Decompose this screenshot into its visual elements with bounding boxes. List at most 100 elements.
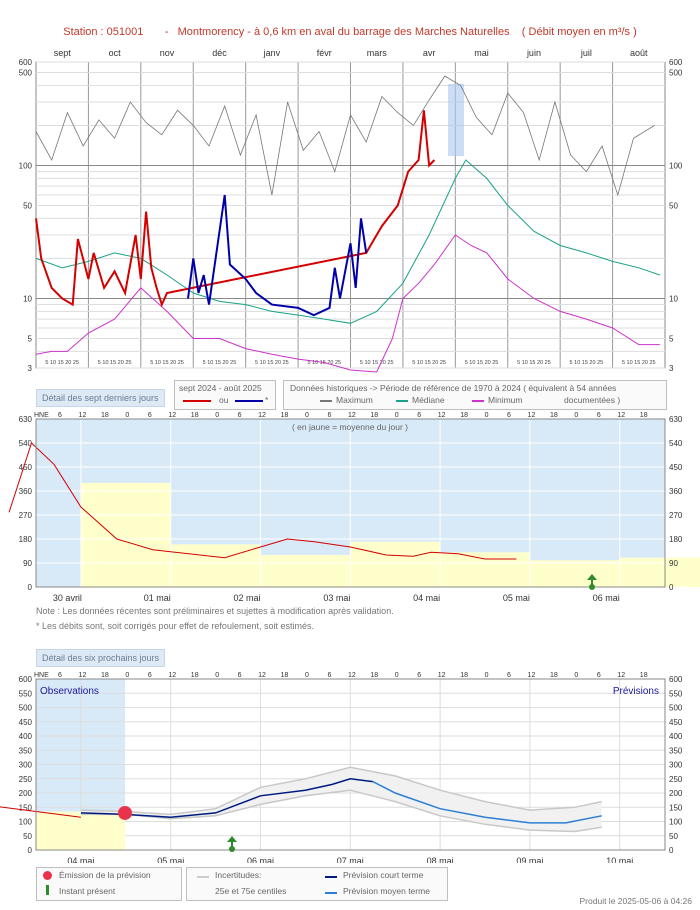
y-tick-right: 50 xyxy=(669,832,678,841)
hour-tick: 12 xyxy=(168,412,176,419)
daily-mean-bar xyxy=(350,541,441,587)
y-tick-left: 50 xyxy=(23,832,32,841)
day-label: 05 mai xyxy=(157,856,184,863)
hour-tick: 18 xyxy=(550,672,558,679)
y-tick-left: 360 xyxy=(19,487,33,496)
y-tick-left: 600 xyxy=(19,675,33,684)
y-tick-left: 100 xyxy=(19,161,33,170)
day-label: 06 mai xyxy=(593,593,620,603)
month-label: nov xyxy=(160,48,175,58)
hour-tick: 6 xyxy=(148,412,152,419)
y-tick-right: 270 xyxy=(669,511,683,520)
corrected-swatch xyxy=(235,400,263,402)
y-tick-right: 630 xyxy=(669,415,683,424)
present-marker-dot xyxy=(229,846,235,852)
daily-mean-bar xyxy=(529,560,620,587)
y-tick-left: 630 xyxy=(19,415,33,424)
hour-tick: 6 xyxy=(58,672,62,679)
day-tick-label: 5 10 15 20 25 xyxy=(465,360,499,366)
day-tick-label: 5 10 15 20 25 xyxy=(150,360,184,366)
hour-tick: 6 xyxy=(148,672,152,679)
hour-tick: 18 xyxy=(370,672,378,679)
detail-7days-tab[interactable]: Détail des sept derniers jours xyxy=(36,389,165,407)
hour-tick: 18 xyxy=(370,412,378,419)
month-label: août xyxy=(630,48,648,58)
maximum-label: Maximum xyxy=(336,395,373,405)
hour-tick: 18 xyxy=(460,672,468,679)
hour-tick: 12 xyxy=(79,672,87,679)
ou-label: ou xyxy=(219,395,229,405)
y-tick-right: 350 xyxy=(669,746,683,755)
day-label: 06 mai xyxy=(247,856,274,863)
produced-timestamp: Produit le 2025-05-06 à 04:26 xyxy=(579,896,692,906)
hour-tick: 18 xyxy=(550,412,558,419)
hour-tick: 0 xyxy=(395,672,399,679)
hour-tick: 6 xyxy=(597,672,601,679)
month-label: mai xyxy=(474,48,489,58)
y-tick-right: 90 xyxy=(669,559,678,568)
day-label: 04 mai xyxy=(413,593,440,603)
note-corrections: * Les débits sont, soit corrigés pour ef… xyxy=(36,621,314,631)
current-week-highlight xyxy=(448,84,464,156)
daily-mean-bar xyxy=(260,555,351,587)
observed-series xyxy=(35,110,436,308)
maximum-series xyxy=(35,75,655,197)
medium-term-label: Prévision moyen terme xyxy=(343,886,430,896)
observations-label: Observations xyxy=(40,686,99,697)
minimum-series xyxy=(35,234,660,373)
hour-tick: 12 xyxy=(258,412,266,419)
day-label: 01 mai xyxy=(144,593,171,603)
hour-tick: 0 xyxy=(215,672,219,679)
hour-tick: 0 xyxy=(574,412,578,419)
note-preliminary: Note : Les données récentes sont prélimi… xyxy=(36,606,394,616)
month-label: mars xyxy=(367,48,387,58)
minimum-swatch xyxy=(472,400,484,402)
y-tick-right: 50 xyxy=(669,202,678,211)
y-tick-left: 400 xyxy=(19,732,33,741)
short-term-label: Prévision court terme xyxy=(343,870,424,880)
y-tick-right: 100 xyxy=(669,818,683,827)
month-label: avr xyxy=(423,48,436,58)
hour-tick: 12 xyxy=(438,412,446,419)
hour-tick: 12 xyxy=(348,672,356,679)
emission-legend: Émission de la prévision Instant présent xyxy=(36,867,182,901)
hour-tick: 0 xyxy=(574,672,578,679)
hour-tick: 0 xyxy=(125,672,129,679)
hour-tick: 18 xyxy=(640,412,648,419)
hour-tick: 0 xyxy=(125,412,129,419)
y-tick-right: 200 xyxy=(669,789,683,798)
y-tick-right: 5 xyxy=(669,334,674,343)
previsions-label: Prévisions xyxy=(613,686,659,697)
y-tick-left: 5 xyxy=(28,334,33,343)
hour-tick: 0 xyxy=(485,412,489,419)
day-tick-label: 5 10 15 20 25 xyxy=(360,360,394,366)
hour-tick: 18 xyxy=(460,412,468,419)
hour-tick: 18 xyxy=(281,412,289,419)
annual-chart: sept 5 10 15 20 25 oct 5 10 15 20 25 nov 5 10… xyxy=(19,48,683,373)
y-tick-left: 10 xyxy=(23,294,32,303)
hour-tick: 12 xyxy=(617,412,625,419)
day-label: 02 mai xyxy=(234,593,261,603)
y-tick-right: 540 xyxy=(669,439,683,448)
y-tick-left: 90 xyxy=(23,559,32,568)
y-tick-right: 500 xyxy=(669,704,683,713)
y-tick-right: 360 xyxy=(669,487,683,496)
hour-tick: 0 xyxy=(215,412,219,419)
daily-mean-annotation: ( en jaune = moyenne du jour ) xyxy=(292,422,408,432)
month-label: oct xyxy=(109,48,122,58)
month-label: janv xyxy=(263,48,281,58)
hour-tick: 12 xyxy=(617,672,625,679)
detail-6days-tab[interactable]: Détail des six prochains jours xyxy=(36,649,166,667)
hour-tick: 0 xyxy=(395,412,399,419)
y-tick-left: 200 xyxy=(19,789,33,798)
present-marker-icon xyxy=(227,836,237,842)
day-label: 30 avril xyxy=(53,593,82,603)
observed-mean-bar xyxy=(36,811,125,850)
month-label: sept xyxy=(54,48,72,58)
y-tick-right: 600 xyxy=(669,675,683,684)
maximum-swatch xyxy=(320,400,332,402)
minimum-label: Minimum xyxy=(488,395,523,405)
hour-tick: 6 xyxy=(238,412,242,419)
y-tick-right: 450 xyxy=(669,463,683,472)
day-label: 09 mai xyxy=(516,856,543,863)
